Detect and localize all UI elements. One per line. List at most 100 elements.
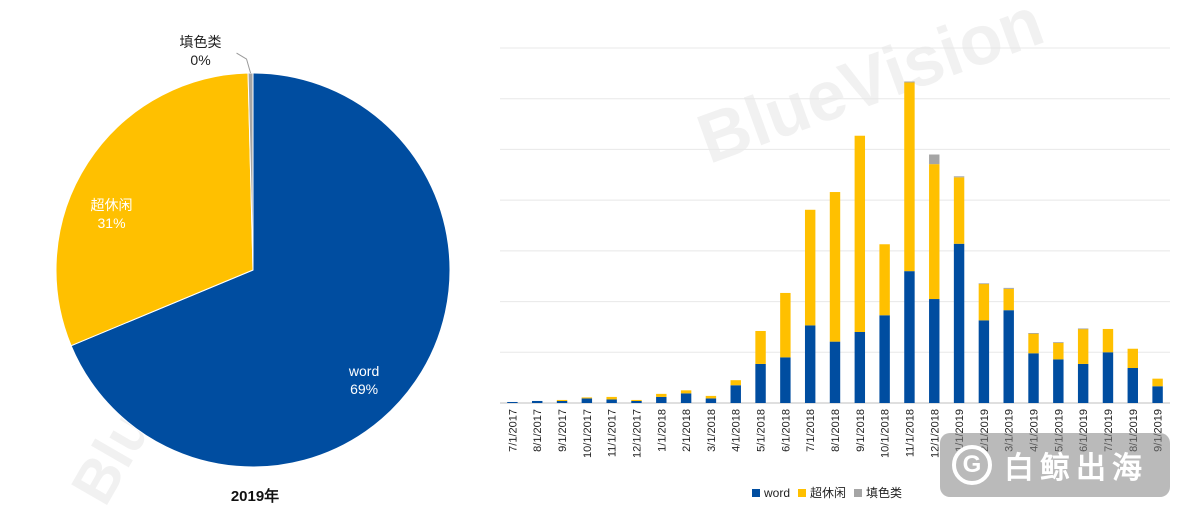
pie-label-pct-1: 31% [98, 215, 126, 231]
bar-超休闲-10 [755, 330, 766, 364]
bar-超休闲-26 [1152, 378, 1163, 387]
bar-填色类-20 [1003, 287, 1014, 289]
bar-legend: word 超休闲 填色类 [752, 484, 910, 501]
pie-label-name-0: word [348, 363, 379, 379]
bar-超休闲-21 [1028, 333, 1039, 354]
x-tick-label: 6/1/2018 [780, 409, 792, 452]
bar-超休闲-18 [953, 177, 965, 244]
bar-word-11 [780, 357, 791, 403]
pie-leader-line [236, 52, 252, 74]
bar-word-25 [1127, 368, 1138, 403]
bar-word-16 [904, 271, 915, 403]
bar-word-22 [1053, 359, 1064, 403]
x-tick-label: 5/1/2018 [756, 409, 768, 452]
bar-word-9 [730, 385, 741, 403]
x-tick-label: 12/1/2018 [929, 409, 941, 458]
bar-填色类-17 [929, 154, 940, 165]
legend-swatch-coloring [854, 488, 863, 497]
x-tick-label: 9/1/2017 [557, 409, 569, 452]
bar-超休闲-8 [705, 395, 717, 399]
bar-超休闲-3 [581, 397, 593, 399]
bar-word-2 [556, 400, 568, 403]
pie-label-name-1: 超休闲 [91, 197, 133, 213]
bar-超休闲-23 [1077, 328, 1089, 364]
bar-超休闲-24 [1102, 328, 1114, 353]
bar-word-19 [978, 320, 990, 403]
bar-超休闲-25 [1127, 348, 1138, 369]
bar-填色类-16 [904, 81, 915, 83]
bar-word-4 [606, 399, 617, 403]
bar-word-10 [755, 363, 766, 403]
bar-word-5 [631, 400, 642, 403]
x-tick-label: 10/1/2018 [880, 409, 892, 458]
bar-超休闲-2 [556, 399, 568, 401]
bar-超休闲-9 [730, 380, 741, 386]
bar-word-0 [507, 401, 518, 403]
bar-word-24 [1102, 352, 1114, 403]
bar-填色类-21 [1028, 333, 1039, 334]
bar-word-6 [656, 396, 667, 403]
pie-slice-1 [55, 72, 254, 347]
stacked-bar-chart: 7/1/2017 8/1/2017 9/1/2017 10/1/2017 11/1/20… [500, 47, 1170, 458]
bar-word-8 [705, 398, 717, 403]
bar-word-17 [929, 299, 940, 403]
legend-label-word: word [764, 485, 791, 500]
bar-填色类-18 [953, 176, 965, 178]
bar-超休闲-6 [656, 393, 667, 397]
bar-超休闲-20 [1003, 288, 1014, 311]
bar-超休闲-12 [804, 209, 816, 326]
legend-label-coloring: 填色类 [866, 486, 903, 500]
bar-word-12 [804, 325, 816, 403]
pie-caption: 2019年 [230, 488, 280, 505]
bar-word-1 [532, 400, 543, 403]
bar-word-20 [1003, 310, 1014, 403]
bar-word-7 [680, 393, 692, 403]
bar-word-26 [1152, 386, 1163, 403]
bar-word-23 [1077, 363, 1089, 403]
legend-item-word: word [752, 486, 790, 500]
bar-word-3 [581, 398, 593, 403]
bar-填色类-19 [978, 283, 990, 285]
pie-label-pct-0: 69% [350, 381, 378, 397]
bar-超休闲-16 [904, 82, 915, 272]
bar-超休闲-15 [879, 244, 890, 316]
bar-word-18 [953, 243, 965, 403]
pie-label-pct-2: 0% [190, 52, 210, 68]
bar-word-14 [854, 332, 866, 403]
bar-填色类-22 [1053, 342, 1064, 343]
bar-超休闲-4 [606, 396, 617, 400]
bar-超休闲-5 [631, 399, 642, 401]
x-tick-label: 8/1/2017 [532, 409, 544, 452]
bar-填色类-23 [1077, 328, 1089, 330]
bar-超休闲-17 [929, 164, 940, 300]
pie-slice-0 [70, 72, 451, 468]
watermark-badge: G 白鲸出海 [940, 433, 1170, 497]
bar-超休闲-7 [680, 390, 692, 394]
legend-label-casual: 超休闲 [810, 486, 847, 500]
x-tick-label: 7/1/2017 [507, 409, 519, 452]
legend-item-casual: 超休闲 [798, 484, 846, 501]
x-tick-label: 7/1/2018 [805, 409, 817, 452]
x-tick-label: 10/1/2017 [582, 409, 594, 458]
x-tick-label: 1/1/2018 [656, 409, 668, 452]
bar-word-15 [879, 315, 890, 403]
bar-超休闲-14 [854, 135, 866, 332]
x-tick-label: 8/1/2018 [830, 409, 842, 452]
legend-swatch-casual [798, 488, 807, 497]
bar-超休闲-19 [978, 283, 990, 321]
x-tick-label: 12/1/2017 [631, 409, 643, 458]
x-tick-label: 2/1/2018 [681, 409, 693, 452]
legend-item-coloring: 填色类 [854, 484, 902, 501]
pie-chart: word 69% 超休闲 31% 填色类 0% [55, 34, 451, 468]
pie-label-name-2: 填色类 [180, 34, 222, 50]
bar-超休闲-11 [780, 292, 791, 358]
x-tick-label: 11/1/2017 [607, 409, 619, 457]
bar-超休闲-13 [829, 192, 841, 342]
x-tick-label: 9/1/2018 [855, 409, 867, 452]
bar-word-13 [829, 341, 841, 403]
bar-超休闲-22 [1053, 342, 1064, 360]
x-tick-label: 11/1/2018 [904, 409, 916, 457]
legend-swatch-word [752, 488, 760, 497]
x-tick-label: 3/1/2018 [706, 409, 718, 452]
badge-text: 白鲸出海 [1004, 452, 1148, 485]
